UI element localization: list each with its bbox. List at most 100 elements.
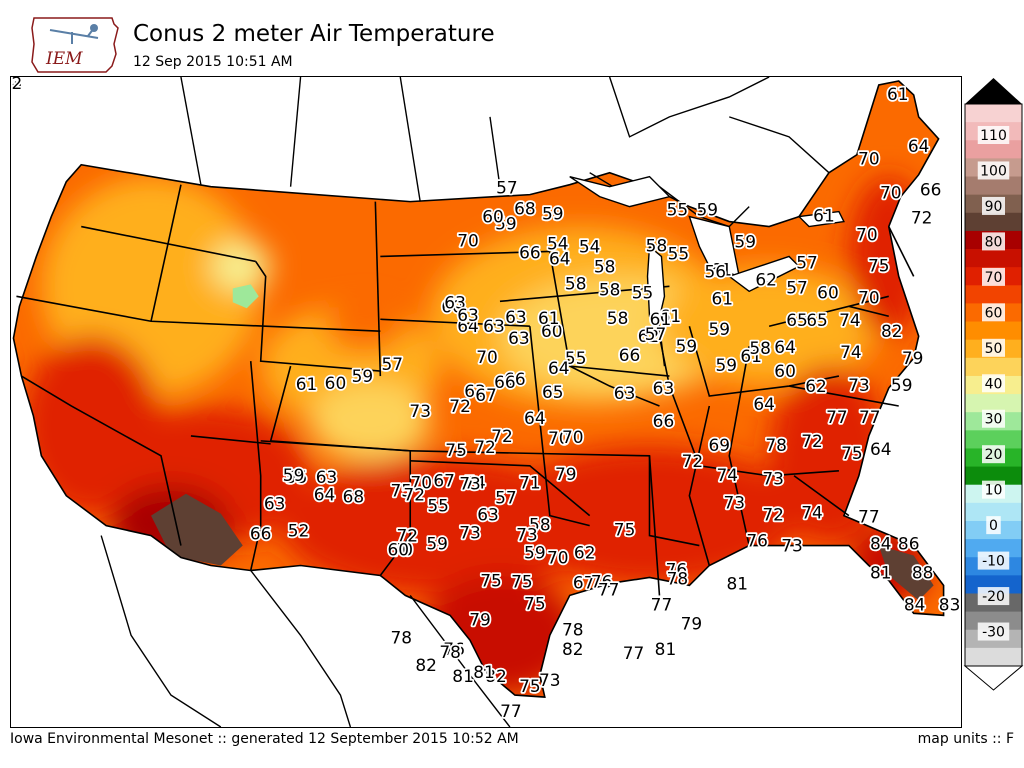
colorbar-tick-label: 0 — [989, 518, 998, 534]
station-value: 66 — [494, 372, 516, 392]
station-value: 78 — [439, 642, 461, 662]
station-value: 75 — [614, 520, 636, 540]
station-value: 61 — [740, 346, 762, 366]
colorbar-segment — [965, 647, 1022, 667]
station-value: 66 — [653, 411, 675, 431]
colorbar-tick-label: 20 — [985, 447, 1003, 463]
lake-ontario — [797, 210, 845, 228]
colorbar-tick-label: 80 — [985, 234, 1003, 250]
station-value: 59 — [426, 534, 448, 554]
station-value: 73 — [459, 523, 481, 543]
station-value: 58 — [594, 256, 616, 276]
footer-credit: Iowa Environmental Mesonet :: generated … — [10, 731, 519, 747]
station-value: 73 — [459, 474, 481, 494]
station-value: 58 — [749, 338, 771, 358]
station-value: 84 — [904, 594, 926, 614]
station-value: 59 — [542, 204, 564, 224]
station-value: 60 — [817, 282, 839, 302]
station-value: 57 — [645, 324, 667, 344]
station-value: 81 — [655, 639, 677, 659]
station-value: 59 — [10, 76, 22, 93]
station-value: 82 — [562, 639, 584, 659]
station-value: 81 — [726, 573, 748, 593]
station-value: 72 — [682, 451, 704, 471]
station-value: 67 — [573, 572, 595, 592]
map-units: map units :: F — [917, 731, 1014, 747]
colorbar-segment — [965, 104, 1022, 123]
colorbar-segment — [965, 321, 1022, 341]
station-value: 77 — [859, 407, 881, 427]
station-value: 63 — [653, 378, 675, 398]
station-value: 63 — [483, 316, 505, 336]
station-value: 70 — [562, 427, 584, 447]
station-value: 74 — [716, 465, 738, 485]
station-value: 66 — [920, 180, 942, 200]
station-value: 84 — [870, 534, 892, 554]
station-value: 63 — [614, 383, 636, 403]
station-value: 79 — [469, 609, 491, 629]
colorbar-tick-label: 30 — [985, 412, 1003, 428]
station-value: 66 — [250, 524, 272, 544]
station-value: 75 — [480, 570, 502, 590]
station-value: 60 — [774, 361, 796, 381]
colorbar-segment — [965, 502, 1022, 522]
station-value: 79 — [10, 76, 22, 93]
station-value: 64 — [870, 439, 892, 459]
station-value: 69 — [709, 435, 731, 455]
station-value: 70 — [880, 183, 902, 203]
station-value: 73 — [516, 525, 538, 545]
station-value: 73 — [848, 375, 870, 395]
station-value: 63 — [316, 467, 338, 487]
station-value: 61 — [887, 84, 909, 104]
station-value: 59 — [495, 214, 517, 234]
station-value: 78 — [667, 568, 689, 588]
colorbar-tick-label: 60 — [985, 305, 1003, 321]
colorbar-tick-label: 70 — [985, 270, 1003, 286]
station-value: 62 — [755, 269, 777, 289]
station-value: 73 — [10, 76, 22, 93]
station-value: 61 — [711, 288, 733, 308]
station-value: 77 — [826, 407, 848, 427]
colorbar-tick-label: 90 — [985, 199, 1003, 215]
station-value: 57 — [382, 354, 404, 374]
station-value: 59 — [715, 355, 737, 375]
colorbar-segment — [965, 140, 1022, 159]
station-value: 59 — [283, 465, 305, 485]
station-value: 52 — [288, 521, 310, 541]
station-value: 75 — [841, 443, 863, 463]
station-value: 79 — [10, 76, 22, 93]
station-value: 59 — [352, 366, 374, 386]
station-value: 73 — [723, 493, 745, 513]
station-value: 72 — [801, 431, 823, 451]
station-value: 61 — [660, 306, 682, 326]
station-value: 76 — [591, 571, 613, 591]
station-value: 64 — [774, 337, 796, 357]
station-value: 63 — [464, 381, 486, 401]
station-value: 72 — [762, 505, 784, 525]
colorbar-max-arrow — [965, 78, 1022, 104]
station-value: 78 — [562, 619, 584, 639]
station-value: 55 — [10, 76, 22, 93]
station-value: 74 — [464, 473, 486, 493]
station-value: 77 — [858, 507, 880, 527]
colorbar-tick-label: -10 — [982, 554, 1005, 570]
station-value: 76 — [666, 559, 688, 579]
station-value: 72 — [10, 76, 22, 93]
station-value: 59 — [697, 200, 719, 220]
station-value: 81 — [870, 562, 892, 582]
station-value: 61 — [296, 374, 318, 394]
station-value: 83 — [939, 594, 961, 614]
station-value: 65 — [786, 310, 808, 330]
station-value: 70 — [476, 347, 498, 367]
station-value: 60 — [387, 540, 409, 560]
lake-huron — [688, 215, 741, 278]
station-value: 62 — [638, 326, 660, 346]
station-value: 74 — [839, 310, 861, 330]
station-value: 76 — [443, 639, 465, 659]
station-value: 58 — [646, 235, 668, 255]
station-value: 57 — [786, 277, 808, 297]
colorbar-tick-label: 100 — [980, 163, 1007, 179]
station-value: 70 — [858, 149, 880, 169]
colorbar-tick-label: 40 — [985, 376, 1003, 392]
